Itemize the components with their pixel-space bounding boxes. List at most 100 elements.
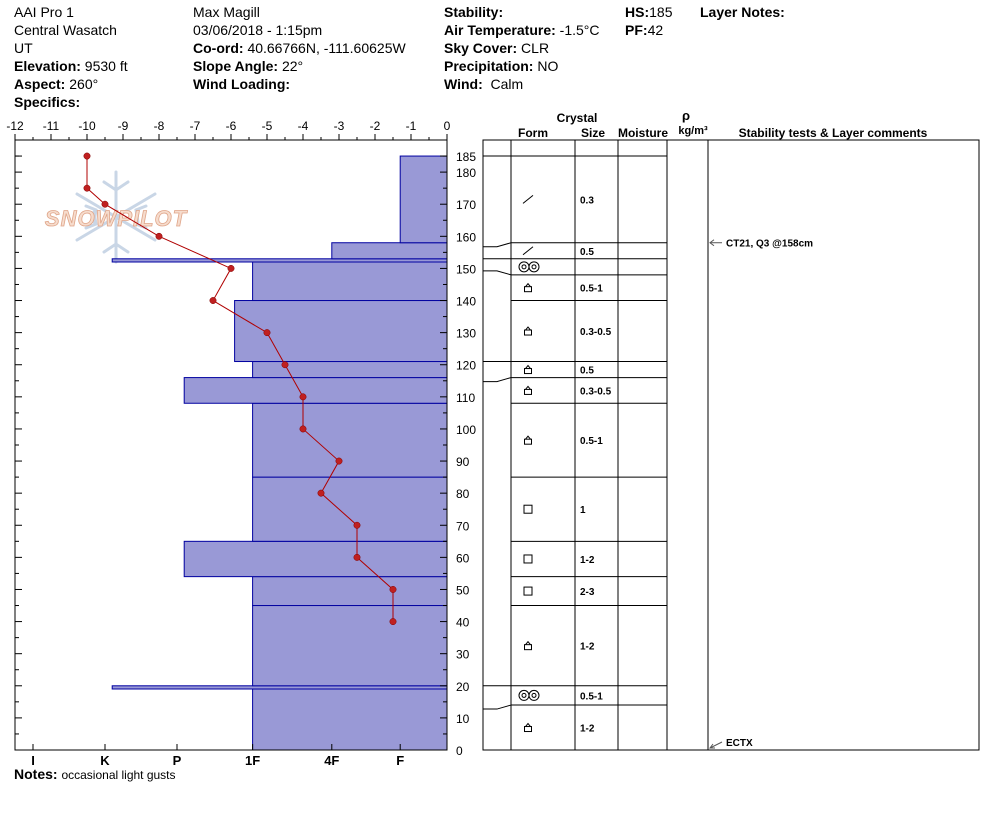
test-arrow-head	[709, 743, 715, 749]
header-conditions-block: Stability: Air Temperature: -1.5°C Sky C…	[444, 3, 600, 93]
depth-tick-label: 185	[456, 150, 476, 164]
caret-box-icon	[524, 388, 532, 395]
crystal-header: Crystal	[557, 111, 598, 125]
coord-row: Co-ord: 40.66766N, -111.60625W	[193, 40, 406, 56]
depth-axis: 1851801701601501401301201101009080706050…	[15, 150, 476, 758]
layer-row: 1	[523, 504, 586, 516]
temperature-axis: -12 -11 -10 -9 -8 -7 -6 -5 -4 -3 -2 -1 0	[6, 119, 451, 140]
layer-connector	[483, 704, 512, 710]
depth-tick-label: 50	[456, 583, 470, 597]
layer-size-label: 0.3	[580, 195, 594, 206]
layer-row	[518, 261, 540, 273]
elevation-row: Elevation: 9530 ft	[14, 58, 128, 74]
temperature-point	[83, 184, 91, 192]
double-circle-icon	[531, 692, 537, 698]
slash-icon	[522, 246, 534, 256]
hardness-axis: I K P 1F 4F F	[31, 744, 404, 768]
layer-row: 2-3	[523, 586, 595, 598]
air-temp-row: Air Temperature: -1.5°C	[444, 22, 600, 38]
state-name: UT	[14, 40, 33, 56]
layer-size-label: 0.3-0.5	[580, 386, 612, 397]
temperature-point	[317, 489, 325, 497]
caret-box-icon	[524, 286, 532, 293]
comments-header: Stability tests & Layer comments	[739, 126, 928, 140]
caret-box-icon	[524, 329, 532, 336]
watermark-text: SNOWPILOT	[45, 206, 188, 231]
temp-tick-label: 0	[444, 119, 451, 133]
temperature-point	[227, 264, 235, 272]
depth-tick-label: 180	[456, 166, 476, 180]
double-circle-icon	[521, 264, 527, 270]
slope-row: Slope Angle: 22°	[193, 58, 304, 74]
layer-size-label: 1-2	[580, 555, 595, 566]
caret-box-icon	[525, 722, 531, 727]
temp-tick-label: -1	[406, 119, 417, 133]
hardness-bar	[399, 155, 448, 244]
depth-tick-label: 110	[456, 391, 475, 405]
hardness-label: P	[173, 753, 182, 768]
layer-row: 0.5	[522, 246, 594, 258]
header-observer-block: Max Magill 03/06/2018 - 1:15pm Co-ord: 4…	[193, 3, 406, 93]
temp-tick-label: -4	[298, 119, 309, 133]
layer-row: 0.3	[522, 195, 594, 206]
range-name: Central Wasatch	[14, 22, 117, 38]
caret-box-icon	[525, 326, 531, 331]
temperature-point	[353, 553, 361, 561]
test-arrow-head	[709, 239, 715, 247]
depth-tick-label: 140	[456, 295, 476, 309]
notes-label: Notes:	[14, 766, 58, 782]
header-layer-notes: Layer Notes:	[700, 3, 785, 21]
test-arrow	[709, 741, 723, 749]
double-circle-icon	[518, 261, 530, 273]
caret-box-icon	[524, 726, 532, 733]
depth-tick-label: 40	[456, 616, 470, 630]
hardness-bar	[331, 242, 448, 260]
wind-row: Wind: Calm	[444, 76, 524, 92]
layer-size-label: 0.5-1	[580, 284, 603, 295]
caret-box-icon	[525, 640, 531, 645]
header-snow-block: HS:185 PF:42	[625, 3, 672, 39]
depth-tick-label: 130	[456, 327, 476, 341]
caret-box-icon	[525, 385, 531, 390]
stability-row: Stability:	[444, 4, 504, 20]
stability-test-label: CT21, Q3 @158cm	[726, 239, 813, 250]
temp-tick-label: -8	[154, 119, 165, 133]
layer-row: 1-2	[524, 640, 595, 653]
double-circle-icon	[528, 261, 540, 273]
form-header: Form	[518, 126, 548, 140]
stability-tests: CT21, Q3 @158cm ECTX	[709, 239, 813, 749]
temp-tick-label: -6	[226, 119, 237, 133]
double-circle-icon	[531, 264, 537, 270]
double-circle-icon	[521, 692, 527, 698]
temperature-profile	[83, 152, 397, 626]
temperature-point	[389, 586, 397, 593]
square-icon	[523, 554, 533, 564]
layer-size-label: 1	[580, 505, 586, 516]
layer-table-frame	[482, 139, 980, 751]
stability-test: ECTX	[709, 738, 753, 749]
temp-tick-label: -7	[190, 119, 201, 133]
double-circle-icon	[528, 689, 540, 701]
sky-row: Sky Cover: CLR	[444, 40, 550, 56]
layer-connector	[483, 242, 512, 248]
temperature-point	[263, 329, 271, 337]
stability-test: CT21, Q3 @158cm	[709, 239, 813, 250]
temperature-point	[83, 152, 91, 160]
temperature-point	[281, 361, 289, 369]
density-header: kg/m³	[678, 125, 708, 137]
temperature-point	[389, 618, 397, 626]
depth-tick-label: 20	[456, 680, 470, 694]
temperature-point	[299, 425, 307, 433]
observation-datetime: 03/06/2018 - 1:15pm	[193, 22, 323, 38]
hs-row: HS:185	[625, 4, 673, 20]
hardness-bar	[252, 476, 448, 542]
pf-row: PF:42	[625, 22, 664, 38]
layer-row: 0.5-1	[524, 435, 603, 447]
layer-row: 0.5-1	[518, 689, 603, 702]
header-location-block: AAI Pro 1 Central Wasatch UT Elevation: …	[14, 3, 128, 111]
layer-notes-label: Layer Notes:	[700, 4, 785, 20]
snowflake-icon	[75, 170, 157, 264]
table-header: Crystal Form Size Moisture ρ kg/m³ Stabi…	[518, 108, 928, 140]
temp-tick-label: -9	[118, 119, 129, 133]
depth-tick-label: 100	[456, 423, 476, 437]
